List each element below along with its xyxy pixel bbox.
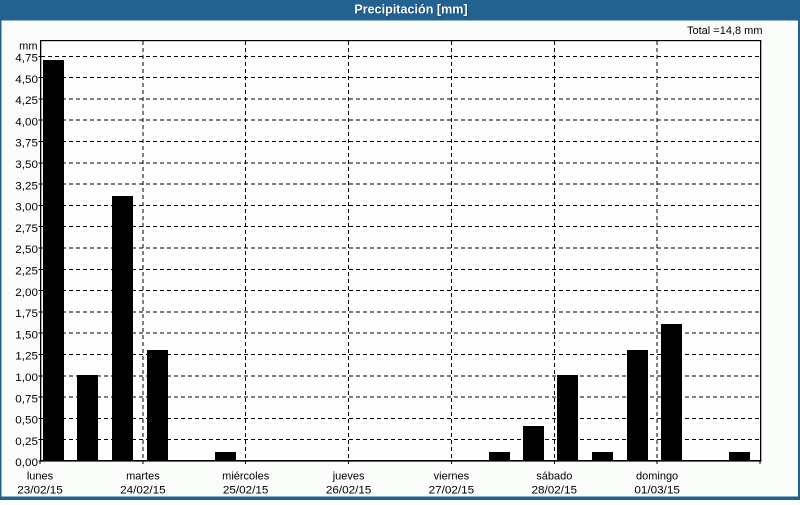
svg-text:martes: martes (126, 471, 160, 483)
svg-text:28/02/15: 28/02/15 (532, 485, 578, 497)
svg-text:25/02/15: 25/02/15 (223, 485, 269, 497)
svg-text:1,50: 1,50 (15, 329, 38, 341)
svg-text:3,00: 3,00 (15, 202, 38, 214)
svg-text:3,50: 3,50 (15, 159, 38, 171)
svg-text:mm: mm (19, 41, 37, 53)
svg-text:viernes: viernes (434, 471, 470, 483)
svg-text:0,50: 0,50 (15, 415, 38, 427)
svg-text:2,75: 2,75 (15, 223, 38, 235)
svg-text:4,50: 4,50 (15, 74, 38, 86)
svg-text:4,75: 4,75 (15, 53, 38, 65)
svg-text:2,00: 2,00 (15, 287, 38, 299)
svg-text:24/02/15: 24/02/15 (120, 485, 166, 497)
svg-text:27/02/15: 27/02/15 (429, 485, 475, 497)
svg-text:jueves: jueves (332, 471, 365, 483)
svg-text:4,25: 4,25 (15, 95, 38, 107)
svg-text:3,75: 3,75 (15, 138, 38, 150)
svg-text:1,75: 1,75 (15, 308, 38, 320)
svg-text:domingo: domingo (636, 471, 678, 483)
svg-text:01/03/15: 01/03/15 (634, 485, 680, 497)
svg-text:0,00: 0,00 (15, 457, 38, 469)
svg-text:1,25: 1,25 (15, 351, 38, 363)
svg-text:lunes: lunes (27, 471, 54, 483)
svg-text:Precipitación [mm]: Precipitación [mm] (355, 3, 468, 17)
svg-text:0,25: 0,25 (15, 436, 38, 448)
svg-text:1,00: 1,00 (15, 372, 38, 384)
svg-text:4,00: 4,00 (15, 116, 38, 128)
svg-text:2,50: 2,50 (15, 244, 38, 256)
svg-text:3,25: 3,25 (15, 180, 38, 192)
svg-text:0,75: 0,75 (15, 393, 38, 405)
svg-text:Total =14,8 mm: Total =14,8 mm (687, 25, 763, 37)
svg-text:miércoles: miércoles (222, 471, 270, 483)
svg-text:2,25: 2,25 (15, 266, 38, 278)
svg-text:23/02/15: 23/02/15 (17, 485, 63, 497)
svg-text:26/02/15: 26/02/15 (326, 485, 372, 497)
svg-text:sábado: sábado (536, 471, 572, 483)
svg-text:Precipitación [mm]: Precipitación [mm] (354, 3, 467, 17)
